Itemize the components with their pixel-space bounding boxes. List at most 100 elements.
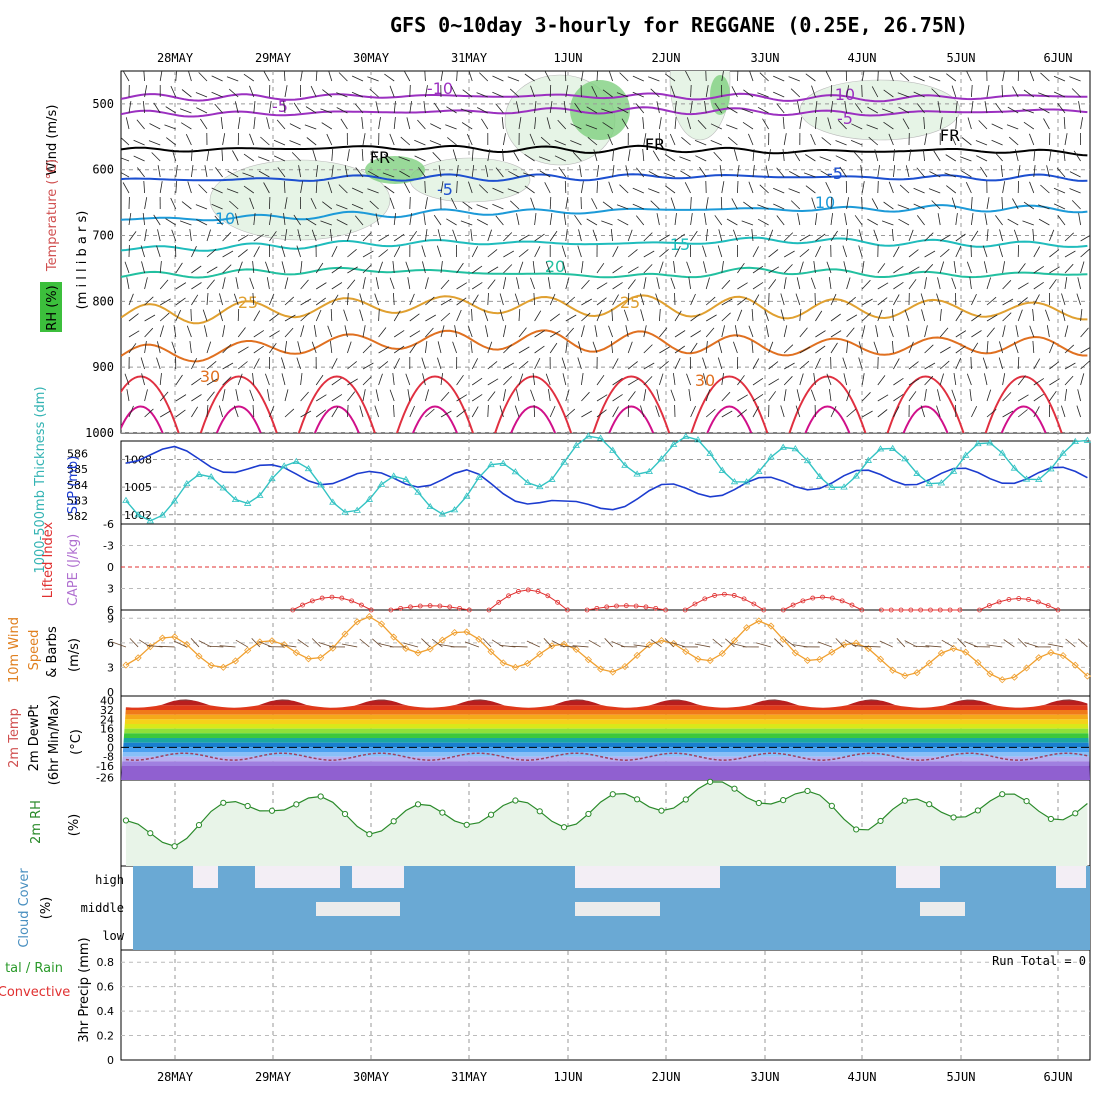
wind-barb bbox=[1003, 639, 1015, 648]
wind-barb bbox=[851, 123, 863, 130]
wind-barb bbox=[549, 342, 558, 354]
wind-speed-point bbox=[231, 657, 240, 665]
bottom-date-label: 4JUN bbox=[848, 1070, 877, 1084]
lifted-index-point bbox=[457, 605, 462, 611]
wind-barb bbox=[501, 117, 504, 130]
thickness-point bbox=[572, 441, 580, 448]
wind-barb bbox=[547, 277, 551, 290]
wind-barb bbox=[835, 140, 847, 146]
thickness-point bbox=[645, 467, 653, 475]
wind-speed-point bbox=[633, 651, 641, 659]
wind-barb bbox=[581, 312, 591, 322]
wind-barb bbox=[592, 341, 598, 354]
wind-barb bbox=[222, 362, 234, 370]
wind-barb bbox=[206, 391, 215, 402]
wind-barb bbox=[237, 249, 248, 258]
wind-barb bbox=[393, 101, 396, 114]
wind-barb bbox=[565, 85, 569, 98]
lifted-index-point bbox=[722, 591, 727, 597]
wind-barb bbox=[1080, 327, 1089, 338]
wind-barb bbox=[188, 71, 192, 82]
wind-barb bbox=[877, 165, 880, 178]
thickness-point bbox=[377, 480, 386, 487]
wind-barb bbox=[347, 404, 349, 418]
wind-barb bbox=[228, 88, 239, 98]
wind-barb bbox=[986, 408, 997, 418]
wind-barb bbox=[893, 149, 895, 162]
wind-barb bbox=[273, 155, 286, 162]
wind-barb bbox=[570, 140, 582, 146]
wind-barb bbox=[799, 248, 810, 258]
wind-barb bbox=[768, 149, 771, 162]
wind-barb bbox=[1023, 89, 1035, 98]
wind-barb bbox=[652, 150, 660, 162]
lifted-index-point bbox=[820, 594, 825, 600]
thickness-point bbox=[998, 449, 1006, 456]
wind-barb bbox=[877, 263, 886, 274]
wind-barb bbox=[190, 638, 200, 648]
wind-barb bbox=[986, 197, 990, 210]
wind-barb bbox=[284, 389, 289, 402]
wind-barb bbox=[612, 406, 619, 418]
temp2m-label-b: 2m DewPt bbox=[27, 705, 42, 772]
wind-barb bbox=[986, 85, 990, 98]
wind-barb bbox=[283, 71, 286, 82]
wind-speed-point bbox=[852, 639, 860, 647]
wind-barb bbox=[671, 642, 686, 648]
wind-barb bbox=[466, 133, 473, 146]
wind-barb bbox=[640, 309, 645, 322]
wind-barb bbox=[378, 361, 389, 370]
wind-barb bbox=[640, 405, 645, 418]
wind-barb bbox=[924, 277, 927, 290]
wind10-units: (m/s) bbox=[67, 638, 82, 672]
lifted-index-line bbox=[587, 605, 666, 611]
wind-barb bbox=[684, 182, 691, 194]
wind-barb bbox=[611, 341, 613, 354]
wind-barb bbox=[933, 150, 941, 162]
wind-barb bbox=[269, 293, 275, 306]
wind-barb bbox=[533, 404, 535, 418]
wind-barb bbox=[908, 266, 920, 274]
wind-barb bbox=[955, 357, 962, 370]
wind-barb bbox=[503, 133, 506, 146]
wind-barb bbox=[263, 71, 270, 82]
lifted-index-point bbox=[800, 598, 806, 604]
cloud-row-label: middle bbox=[81, 901, 124, 915]
wind-barb bbox=[252, 373, 255, 386]
wind-barb bbox=[253, 358, 260, 370]
wind-barb bbox=[1071, 200, 1081, 210]
wind-barb bbox=[362, 389, 366, 402]
wind-barb bbox=[283, 101, 286, 114]
wind-barb bbox=[321, 122, 333, 130]
wind-barb bbox=[674, 358, 681, 370]
wind-barb bbox=[737, 262, 745, 274]
wind-barb bbox=[111, 641, 127, 648]
wind-barb bbox=[846, 389, 851, 402]
wind-barb bbox=[159, 71, 163, 82]
top-date-label: 4JUN bbox=[848, 51, 877, 65]
wind-barb bbox=[975, 140, 988, 146]
wind-barb bbox=[1065, 638, 1076, 648]
wind-barb bbox=[960, 170, 972, 178]
wind-barb bbox=[811, 197, 816, 210]
wind-barb bbox=[924, 264, 934, 274]
thickness-point bbox=[840, 483, 848, 490]
thickness-point bbox=[304, 464, 313, 472]
wind-barb bbox=[235, 389, 239, 402]
isotherm-warm-loop bbox=[788, 375, 867, 433]
wind-barb bbox=[936, 405, 941, 418]
lifted-index-line bbox=[292, 596, 372, 611]
wind-barb bbox=[330, 308, 333, 322]
wind-barb bbox=[893, 294, 900, 306]
wind-barb bbox=[362, 250, 374, 258]
wind-barb bbox=[310, 85, 317, 98]
wind-barb bbox=[200, 118, 208, 130]
wind-barb bbox=[460, 220, 473, 226]
wind-barb bbox=[312, 149, 317, 162]
wind-barb bbox=[877, 394, 889, 402]
wind-barb bbox=[405, 261, 411, 274]
wind-barb bbox=[966, 71, 972, 82]
wind-barb bbox=[347, 378, 358, 386]
wind-barb bbox=[768, 266, 780, 274]
